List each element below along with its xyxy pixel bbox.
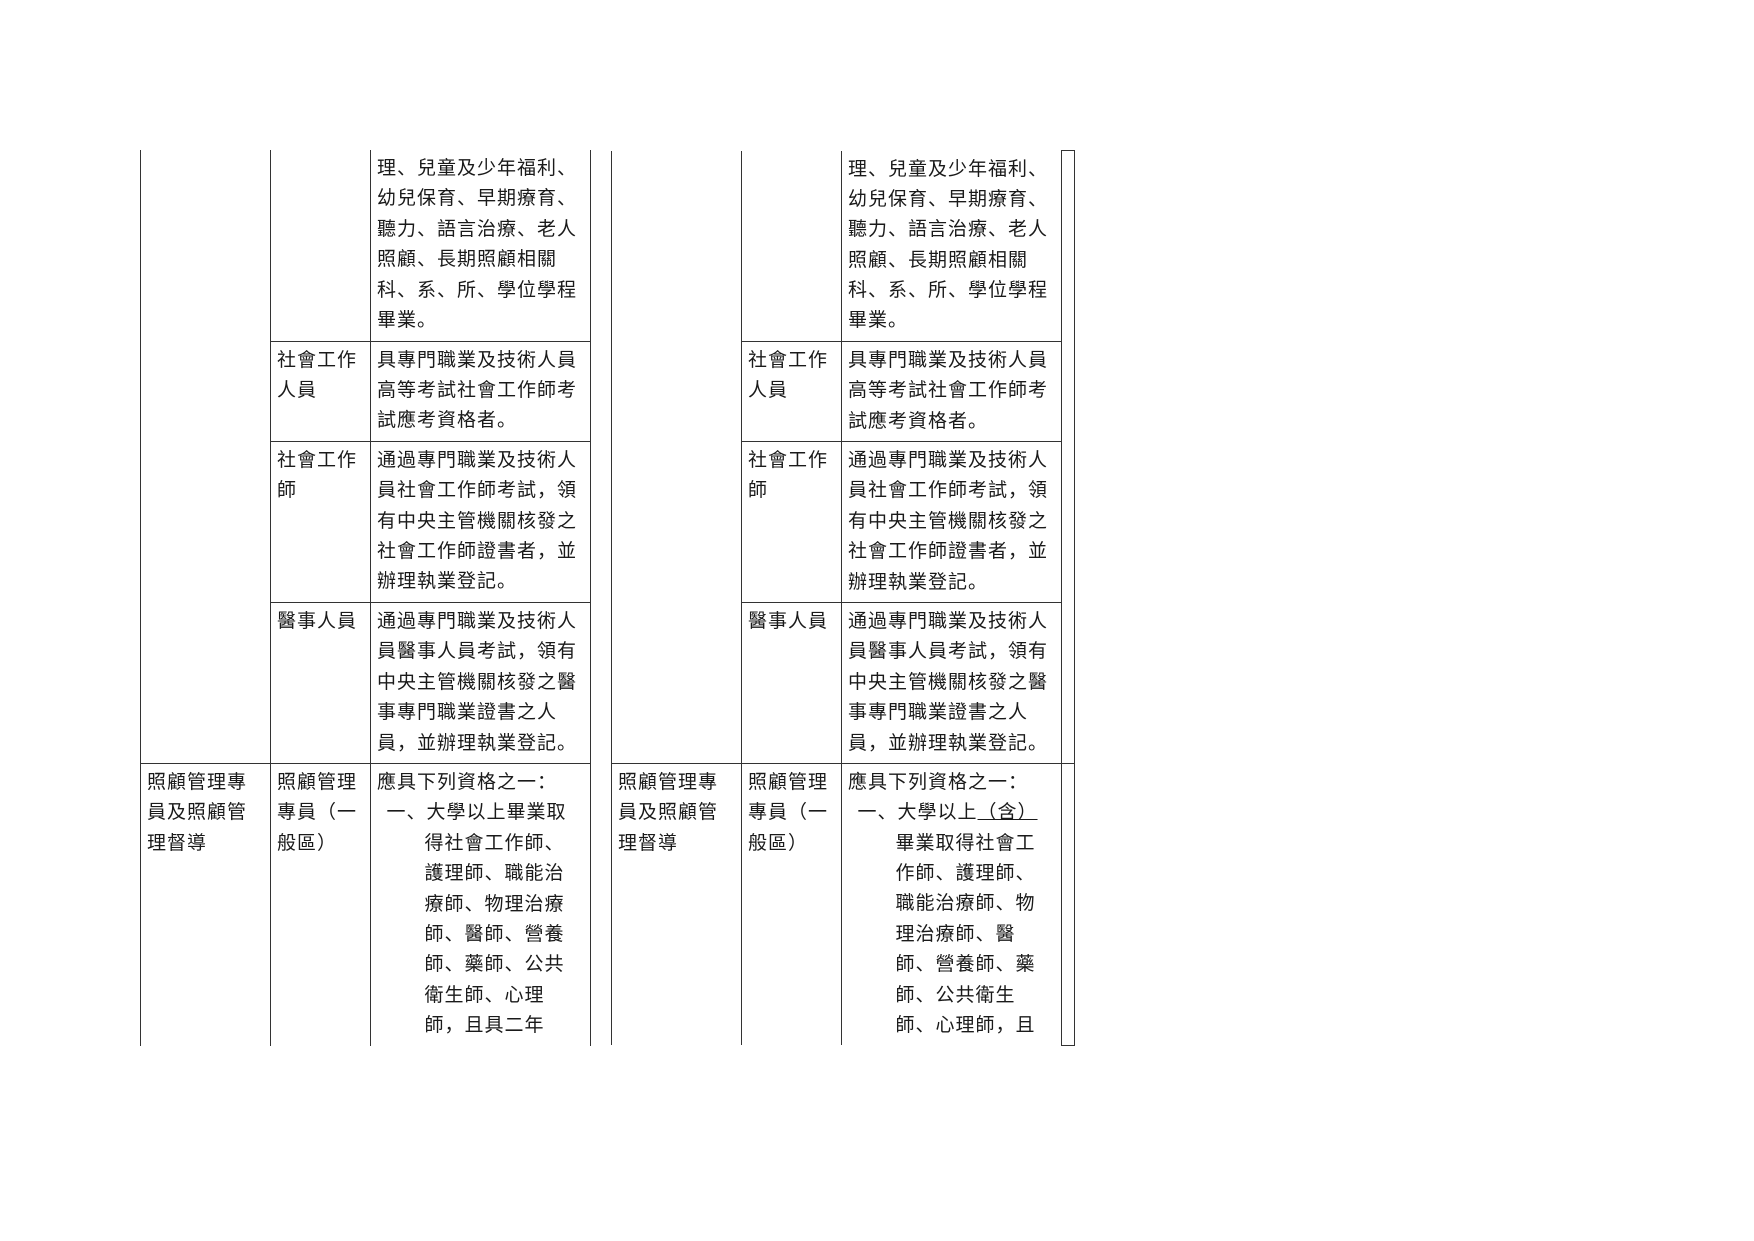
role-cell: 照顧管理專員（一般區） [271,764,371,1046]
note-cell [1062,151,1075,764]
desc-cell: 理、兒童及少年福利、幼兒保育、早期療育、聽力、語言治療、老人照顧、長期照顧相關科… [371,150,591,341]
desc-cell: 通過專門職業及技術人員醫事人員考試，領有中央主管機關核發之醫事專門職業證書之人員… [842,602,1062,763]
role-cell: 醫事人員 [271,602,371,763]
role-cell [271,150,371,341]
document-page: 理、兒童及少年福利、幼兒保育、早期療育、聽力、語言治療、老人照顧、長期照顧相關科… [0,0,1754,1241]
desc-cell: 通過專門職業及技術人員社會工作師考試，領有中央主管機關核發之社會工作師證書者，並… [842,442,1062,603]
table-row: 理、兒童及少年福利、幼兒保育、早期療育、聽力、語言治療、老人照顧、長期照顧相關科… [612,151,1075,342]
role-cell: 照顧管理專員（一般區） [742,763,842,1045]
desc-cell: 通過專門職業及技術人員社會工作師考試，領有中央主管機關核發之社會工作師證書者，並… [371,441,591,602]
table-row: 照顧管理專員及照顧管理督導 照顧管理專員（一般區） 應具下列資格之一： 一、大學… [141,764,591,1046]
desc-cell: 通過專門職業及技術人員醫事人員考試，領有中央主管機關核發之醫事專門職業證書之人員… [371,602,591,763]
category-cell: 照顧管理專員及照顧管理督導 [141,764,271,1046]
left-table: 理、兒童及少年福利、幼兒保育、早期療育、聽力、語言治療、老人照顧、長期照顧相關科… [140,150,591,1046]
desc-text: 一、大學以上 [858,802,978,823]
role-cell: 社會工作師 [742,442,842,603]
role-cell: 社會工作人員 [271,341,371,441]
role-cell: 醫事人員 [742,602,842,763]
role-cell [742,151,842,342]
desc-line: 一、大學以上（含） 畢業取得社會工作師、護理師、職能治療師、物理治療師、醫師、營養… [848,798,1055,1041]
category-cell: 照顧管理專員及照顧管理督導 [612,763,742,1045]
category-cell [612,151,742,764]
note-cell [1062,763,1075,1045]
category-cell [141,150,271,764]
desc-cell: 應具下列資格之一： 一、大學以上畢業取得社會工作師、護理師、職能治療師、物理治療… [371,764,591,1046]
desc-line: 一、大學以上畢業取得社會工作師、護理師、職能治療師、物理治療師、醫師、營養師、藥… [377,798,584,1041]
desc-line: 應具下列資格之一： [848,772,1028,793]
right-table: 理、兒童及少年福利、幼兒保育、早期療育、聽力、語言治療、老人照顧、長期照顧相關科… [611,150,1075,1046]
desc-cell: 理、兒童及少年福利、幼兒保育、早期療育、聽力、語言治療、老人照顧、長期照顧相關科… [842,151,1062,342]
desc-line: 應具下列資格之一： [377,772,557,793]
table-row: 理、兒童及少年福利、幼兒保育、早期療育、聽力、語言治療、老人照顧、長期照顧相關科… [141,150,591,341]
desc-cell: 具專門職業及技術人員高等考試社會工作師考試應考資格者。 [842,341,1062,441]
table-row: 照顧管理專員及照顧管理督導 照顧管理專員（一般區） 應具下列資格之一： 一、大學… [612,763,1075,1045]
role-cell: 社會工作人員 [742,341,842,441]
role-cell: 社會工作師 [271,441,371,602]
desc-text: 畢業取得社會工作師、護理師、職能治療師、物理治療師、醫師、營養師、藥師、公共衛生… [896,833,1036,1036]
tables-container: 理、兒童及少年福利、幼兒保育、早期療育、聽力、語言治療、老人照顧、長期照顧相關科… [140,150,1075,1046]
desc-cell: 具專門職業及技術人員高等考試社會工作師考試應考資格者。 [371,341,591,441]
desc-cell: 應具下列資格之一： 一、大學以上（含） 畢業取得社會工作師、護理師、職能治療師、物… [842,763,1062,1045]
desc-underlined: （含） [978,802,1038,823]
